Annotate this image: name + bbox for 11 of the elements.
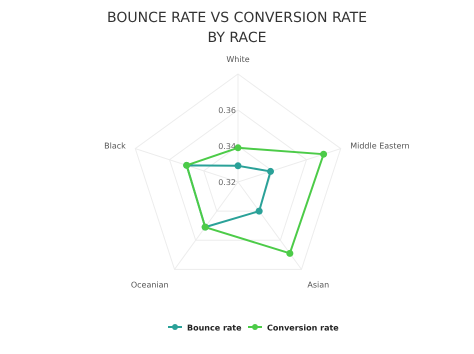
y-tick-label: 0.32 [218,178,236,187]
spoke-label: Asian [307,280,330,290]
spoke-label: Middle Eastern [350,142,410,151]
legend-label: Conversion rate [267,324,340,332]
legend-label: Bounce rate [187,324,242,332]
spoke-label: Black [104,142,126,151]
spoke-label: Oceanian [130,280,169,290]
spoke-label: White [226,55,250,64]
chart-title: BOUNCE RATE VS CONVERSION RATE BY RACE [106,10,368,46]
y-tick-label: 0.36 [218,106,236,115]
y-tick-label: 0.34 [218,142,236,151]
